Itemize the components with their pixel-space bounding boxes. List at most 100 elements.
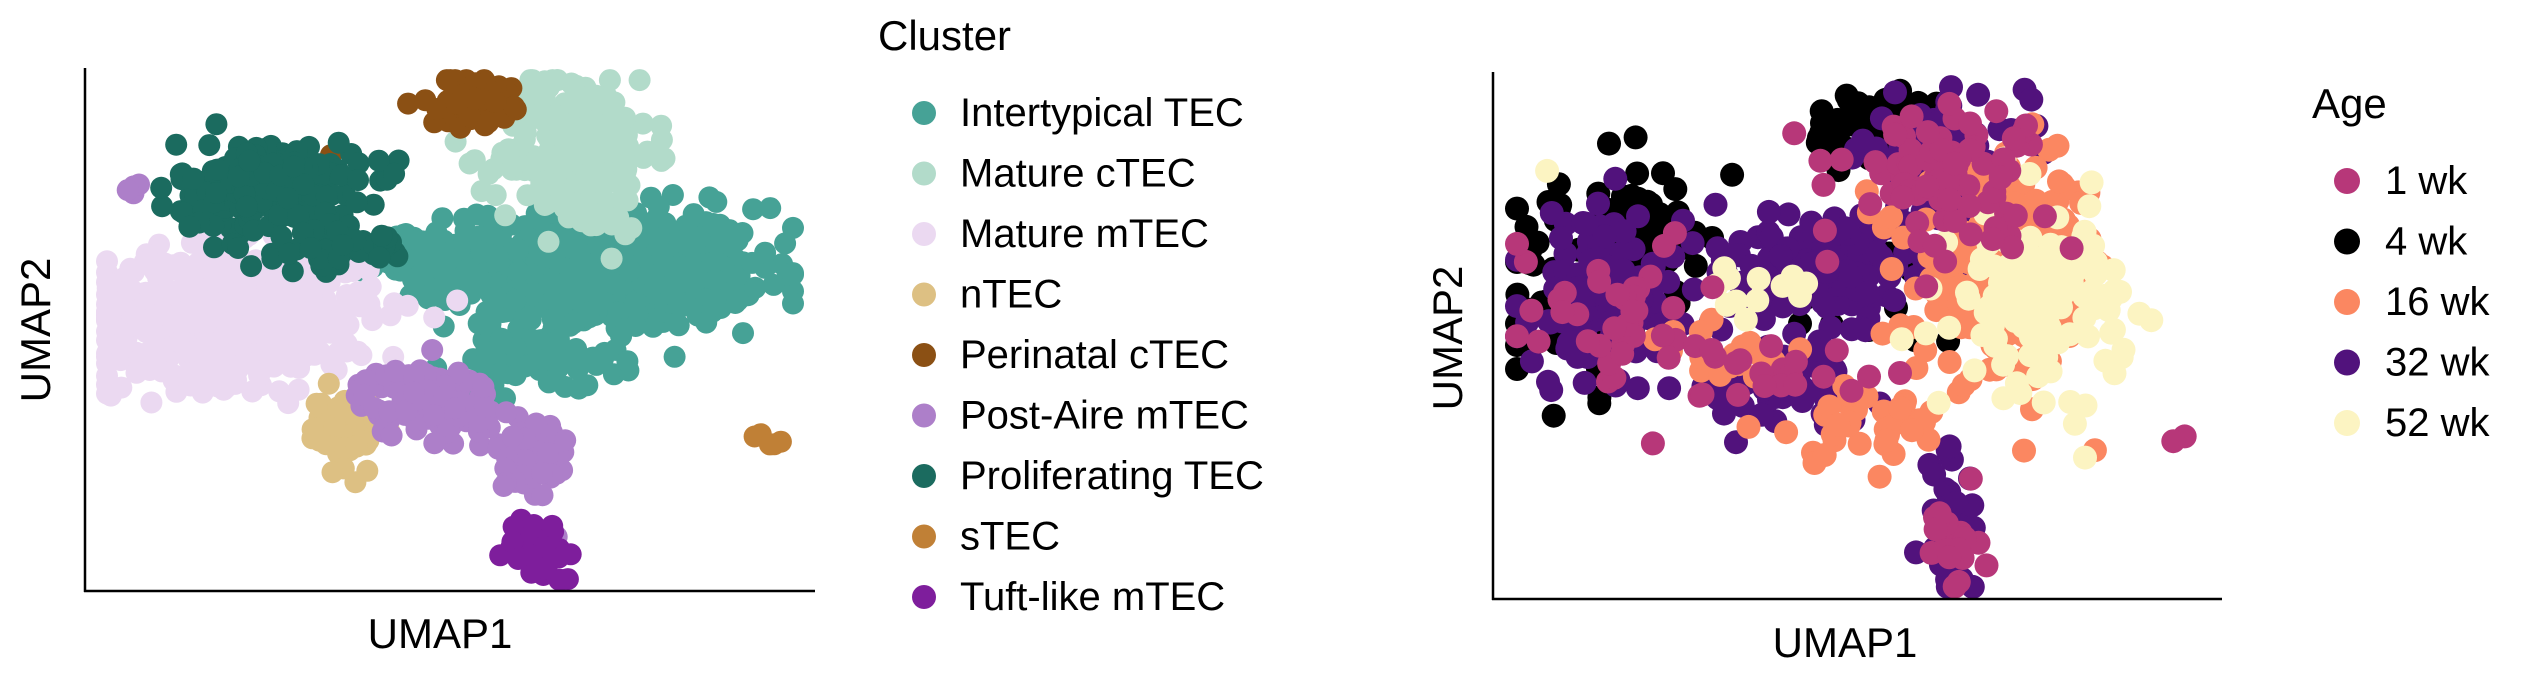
point-intertypical-tec xyxy=(732,322,754,345)
point-mature-ctec xyxy=(653,147,676,170)
point-1-wk xyxy=(1505,324,1529,349)
point-16-wk xyxy=(1817,394,1842,419)
point-52-wk xyxy=(2072,219,2097,244)
point-1-wk xyxy=(1915,174,1940,199)
point-32-wk xyxy=(1776,202,1801,227)
point-16-wk xyxy=(1888,396,1913,421)
point-mature-ctec xyxy=(477,163,500,185)
point-intertypical-tec xyxy=(647,195,670,218)
point-1-wk xyxy=(1661,296,1686,320)
legend-swatch-1-wk xyxy=(2334,168,2360,194)
point-proliferating-tec xyxy=(198,134,221,157)
point-intertypical-tec xyxy=(562,312,585,335)
point-1-wk xyxy=(1620,299,1645,324)
point-16-wk xyxy=(2045,133,2070,158)
point-mature-ctec xyxy=(557,206,580,229)
point-proliferating-tec xyxy=(292,173,315,196)
legend-swatch-4-wk xyxy=(2334,228,2360,255)
point-1-wk xyxy=(1656,345,1681,370)
point-post-aire-mtec xyxy=(423,432,446,455)
point-mature-ctec xyxy=(581,202,604,225)
point-1-wk xyxy=(1723,351,1748,375)
point-mature-mtec xyxy=(125,361,148,384)
point-16-wk xyxy=(2012,438,2036,463)
point-1-wk xyxy=(1640,431,1665,456)
point-mature-mtec xyxy=(259,355,282,378)
point-52-wk xyxy=(2031,390,2056,415)
point-32-wk xyxy=(1966,82,1991,107)
point-mature-ctec xyxy=(579,139,602,162)
point-mature-ctec xyxy=(458,152,481,175)
point-32-wk xyxy=(1865,240,1889,265)
point-proliferating-tec xyxy=(367,149,390,172)
legend-label-32-wk: 32 wk xyxy=(2385,341,2490,385)
point-tuft-like-mtec xyxy=(559,543,582,566)
point-post-aire-mtec xyxy=(380,424,403,447)
point-32-wk xyxy=(1770,294,1795,319)
point-1-wk xyxy=(1759,334,1784,359)
point-32-wk xyxy=(1832,216,1857,241)
point-32-wk xyxy=(1586,191,1610,216)
point-1-wk xyxy=(1883,122,1908,147)
point-mature-ctec xyxy=(560,124,583,147)
point-1-wk xyxy=(1858,192,1883,217)
point-mature-mtec xyxy=(446,289,469,312)
point-intertypical-tec xyxy=(642,315,664,338)
legend-swatch-post-aire-mtec xyxy=(912,403,936,428)
point-mature-mtec xyxy=(327,341,349,364)
point-52-wk xyxy=(2102,278,2127,303)
point-mature-mtec xyxy=(142,328,165,351)
point-52-wk xyxy=(1535,158,1560,183)
point-1-wk xyxy=(1857,364,1881,389)
point-ntec xyxy=(317,372,340,395)
point-mature-ctec xyxy=(519,69,542,92)
point-mature-ctec xyxy=(631,112,654,135)
point-1-wk xyxy=(1700,275,1725,300)
legend-swatch-32-wk xyxy=(2334,349,2360,376)
point-1-wk xyxy=(1610,341,1635,366)
point-1-wk xyxy=(1991,147,2016,172)
point-1-wk xyxy=(1782,121,1807,146)
point-intertypical-tec xyxy=(581,261,604,284)
point-proliferating-tec xyxy=(276,187,299,210)
point-intertypical-tec xyxy=(616,350,639,373)
point-proliferating-tec xyxy=(235,195,258,218)
legend-label-1-wk: 1 wk xyxy=(2385,159,2468,203)
x-axis-title-age: UMAP1 xyxy=(1773,619,1918,666)
point-1-wk xyxy=(1958,466,1983,491)
point-mature-mtec xyxy=(182,305,205,328)
point-1-wk xyxy=(1513,249,1538,274)
point-52-wk xyxy=(2102,361,2127,386)
point-4-wk xyxy=(1505,196,1529,221)
point-mature-mtec xyxy=(165,380,188,403)
point-intertypical-tec xyxy=(439,247,462,270)
point-proliferating-tec xyxy=(203,236,225,259)
point-intertypical-tec xyxy=(470,241,493,264)
point-mature-ctec xyxy=(541,69,564,92)
point-4-wk xyxy=(1541,403,1566,428)
point-32-wk xyxy=(1703,192,1728,217)
point-32-wk xyxy=(1572,370,1597,395)
point-32-wk xyxy=(1536,369,1560,394)
point-1-wk xyxy=(2161,429,2186,454)
point-proliferating-tec xyxy=(345,191,368,214)
point-1-wk xyxy=(1652,233,1676,258)
point-intertypical-tec xyxy=(417,287,440,310)
point-perinatal-ctec xyxy=(397,92,420,115)
point-post-aire-mtec xyxy=(443,397,466,420)
legend-item-stec: sTEC xyxy=(912,515,1060,559)
point-intertypical-tec xyxy=(704,288,727,311)
point-32-wk xyxy=(1855,280,1880,305)
point-1-wk xyxy=(1783,372,1808,397)
point-mature-ctec xyxy=(497,138,520,161)
legend-label-ntec: nTEC xyxy=(960,273,1062,317)
point-intertypical-tec xyxy=(507,260,530,283)
point-1-wk xyxy=(1942,209,1967,233)
point-proliferating-tec xyxy=(368,246,391,269)
point-52-wk xyxy=(2077,194,2102,219)
point-1-wk xyxy=(1922,233,1947,258)
point-ntec xyxy=(356,459,379,482)
point-intertypical-tec xyxy=(705,190,728,213)
legend-label-4-wk: 4 wk xyxy=(2385,220,2468,264)
